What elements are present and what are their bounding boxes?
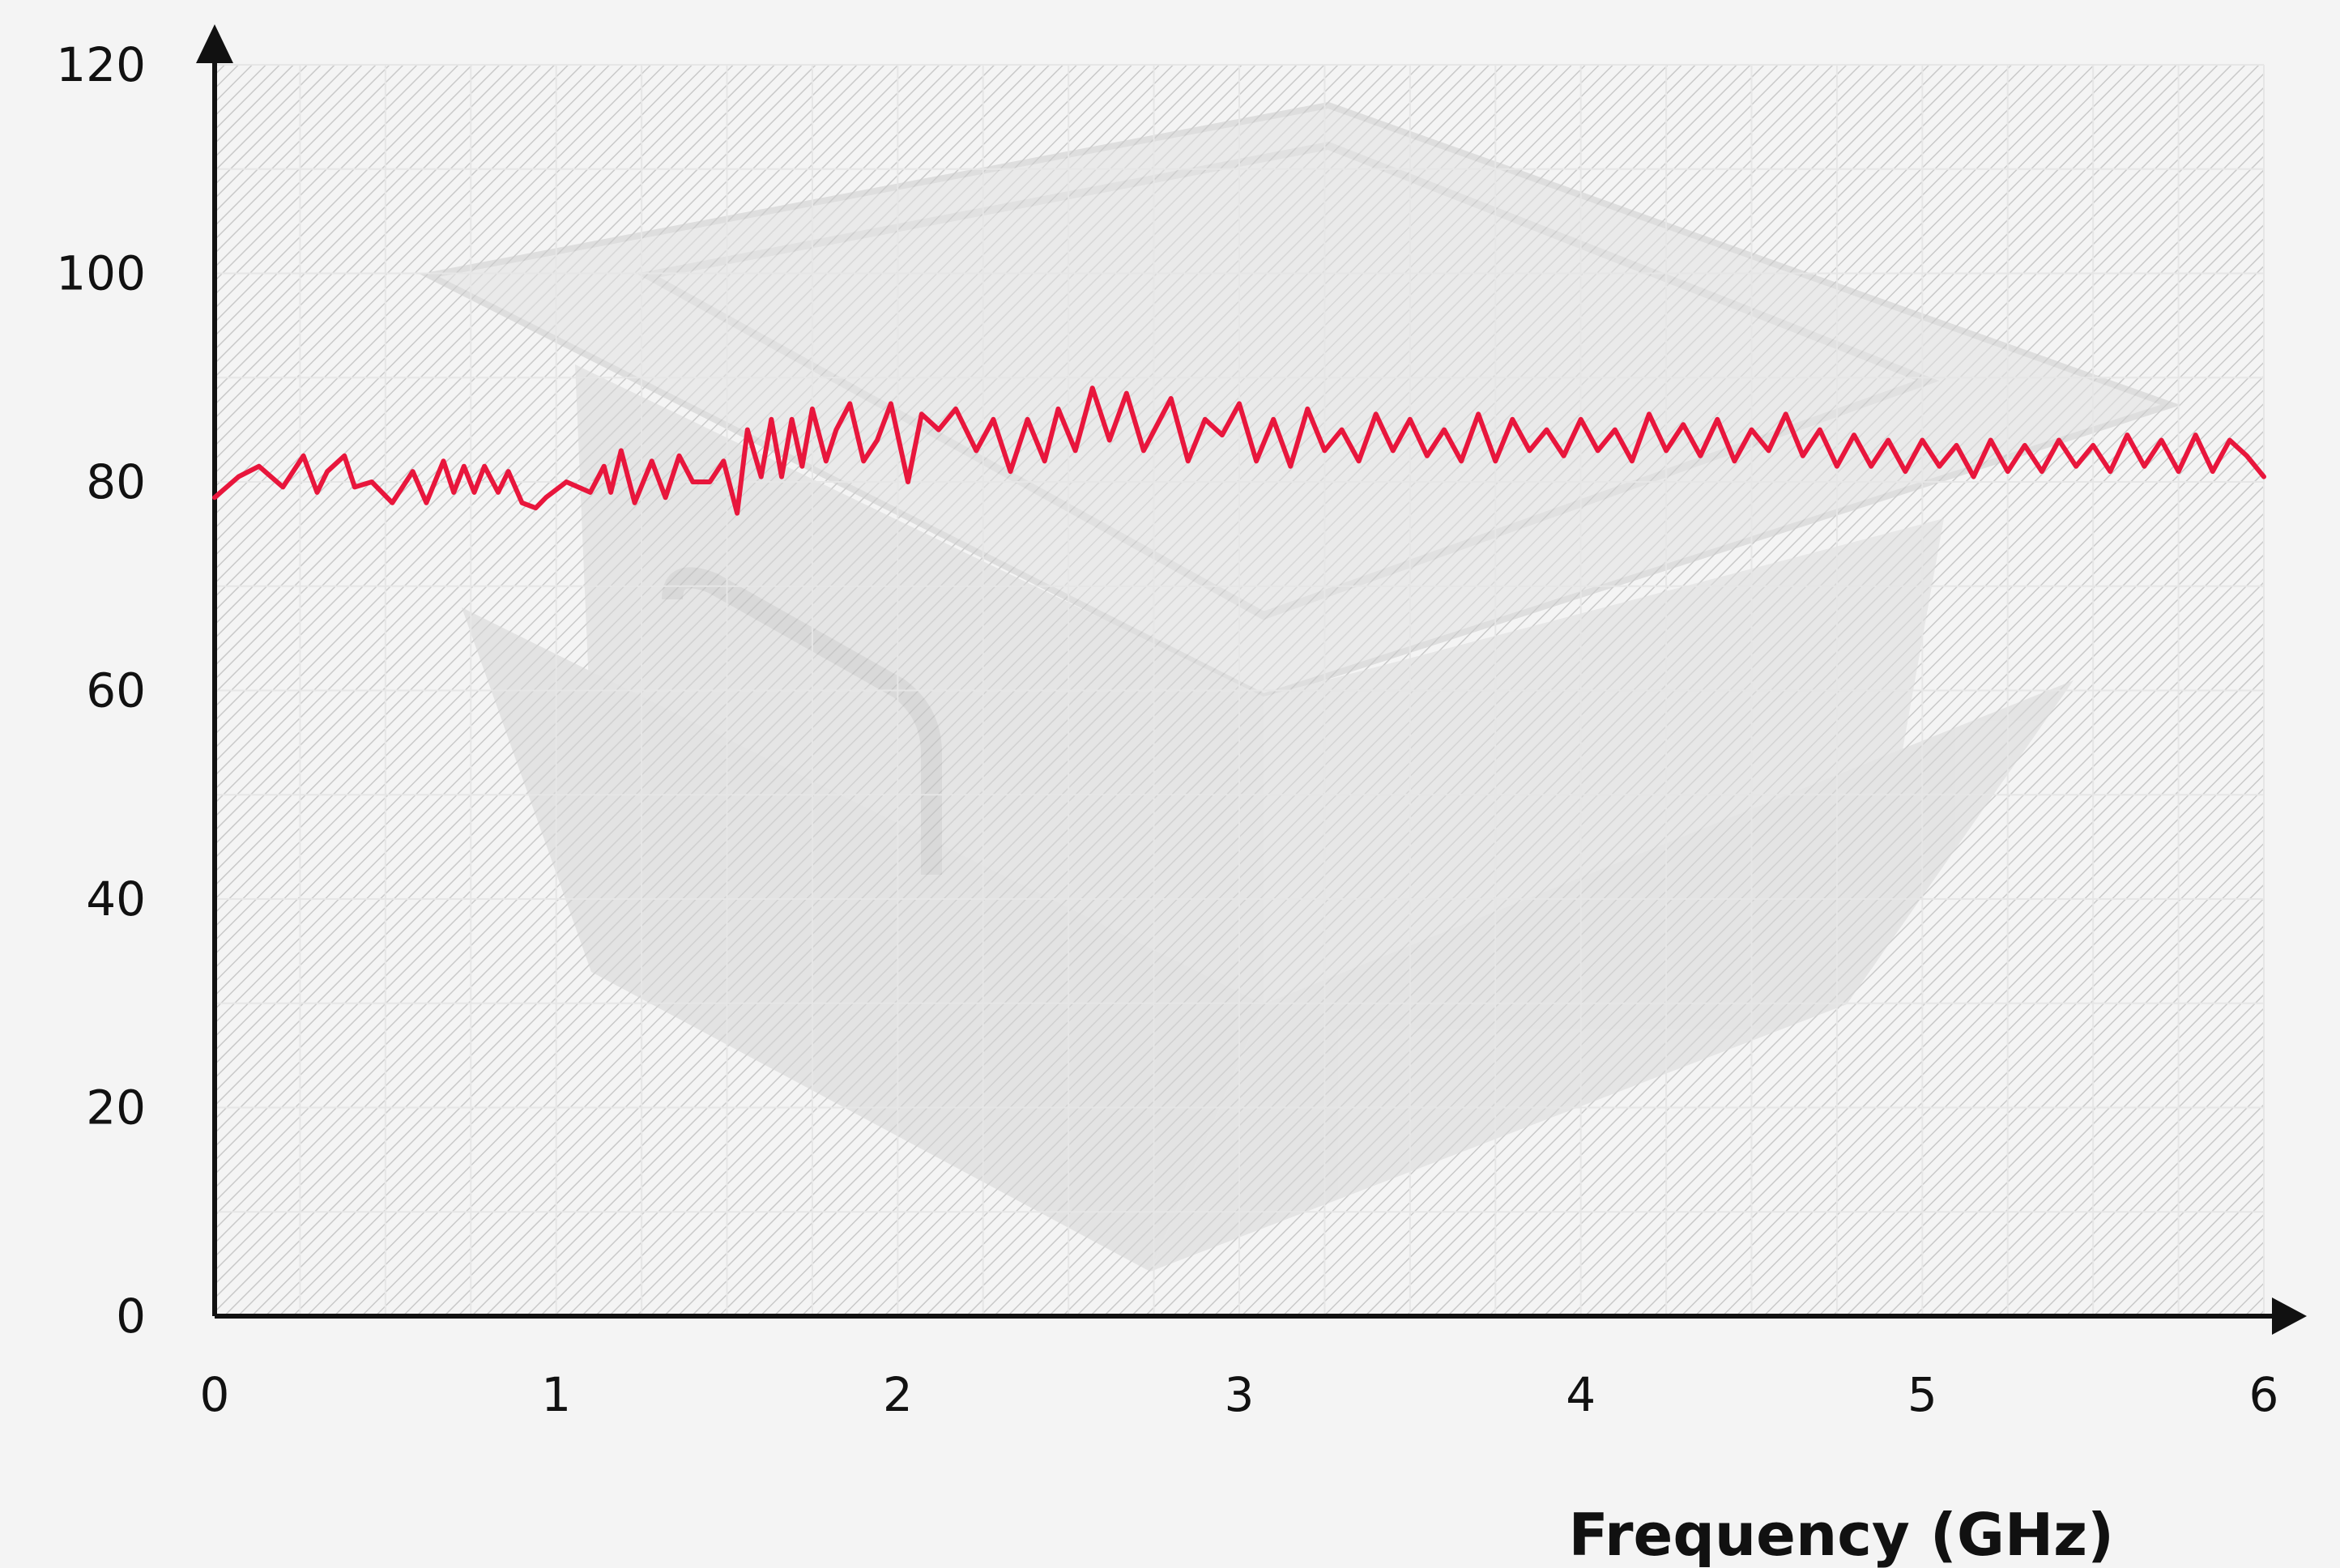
y-tick-label: 80 xyxy=(86,454,146,509)
x-tick-label: 1 xyxy=(541,1367,571,1422)
y-axis-arrow xyxy=(196,24,233,63)
y-tick-label: 20 xyxy=(86,1080,146,1136)
x-tick-label: 2 xyxy=(883,1367,913,1422)
y-tick-label: 120 xyxy=(56,37,146,92)
y-tick-label: 0 xyxy=(116,1289,146,1344)
x-axis-title: Frequency (GHz) xyxy=(1568,1501,2114,1568)
y-tick-label: 100 xyxy=(56,246,146,301)
series-line xyxy=(212,386,2266,516)
series-layer xyxy=(212,386,2266,516)
x-tick-label: 3 xyxy=(1225,1367,1255,1422)
x-tick-label: 4 xyxy=(1566,1367,1596,1422)
x-tick-label: 5 xyxy=(1907,1367,1937,1422)
x-tick-label: 0 xyxy=(200,1367,230,1422)
y-tick-label: 60 xyxy=(86,663,146,718)
enclosure-box-watermark xyxy=(419,101,2181,1272)
x-tick-label: 6 xyxy=(2249,1367,2279,1422)
y-tick-label: 40 xyxy=(86,871,146,927)
axes xyxy=(196,24,2307,1335)
y-tick-labels: 0 20 40 60 80 100 120 xyxy=(56,37,146,1344)
x-axis-arrow xyxy=(2272,1297,2307,1335)
x-tick-labels: 0 1 2 3 4 5 6 xyxy=(200,1367,2279,1422)
